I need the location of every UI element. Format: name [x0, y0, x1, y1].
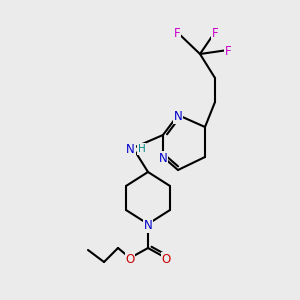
Text: F: F: [212, 27, 218, 40]
Text: N: N: [159, 152, 167, 165]
Text: N: N: [174, 110, 182, 123]
Text: H: H: [138, 144, 146, 154]
Text: F: F: [225, 45, 231, 58]
Text: O: O: [161, 253, 171, 266]
Text: N: N: [126, 143, 135, 156]
Text: O: O: [125, 253, 135, 266]
Text: F: F: [174, 27, 180, 40]
Text: N: N: [144, 219, 152, 232]
